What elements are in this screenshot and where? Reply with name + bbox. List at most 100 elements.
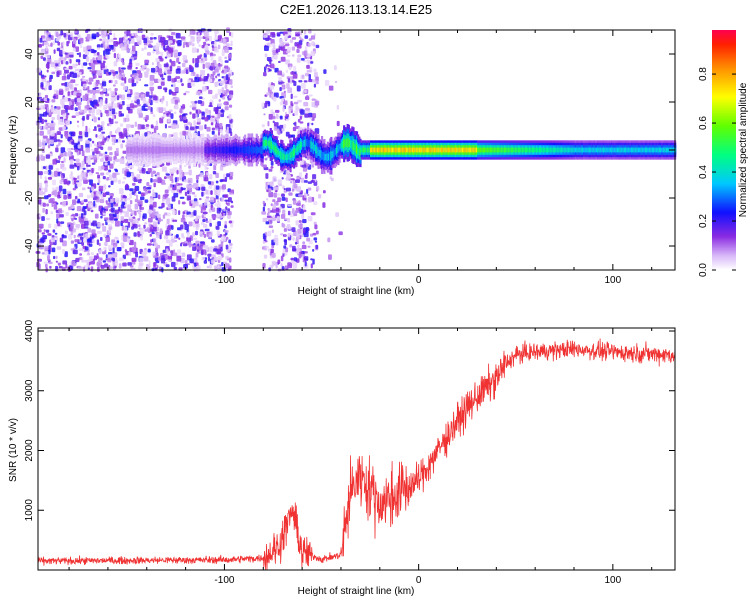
noise-cell — [208, 89, 213, 95]
noise-cell — [198, 36, 203, 39]
noise-cell — [104, 162, 108, 166]
noise-cell — [85, 147, 91, 153]
noise-cell — [57, 194, 61, 199]
noise-cell — [266, 30, 270, 34]
noise-cell — [50, 132, 55, 137]
noise-cell — [150, 224, 154, 227]
noise-cell — [202, 231, 205, 236]
noise-cell — [66, 147, 72, 151]
noise-cell — [184, 171, 189, 175]
noise-cell — [75, 257, 80, 263]
noise-cell — [160, 219, 164, 222]
noise-cell — [271, 252, 276, 258]
noise-cell — [165, 171, 168, 175]
noise-cell — [148, 43, 152, 47]
noise-cell — [205, 220, 209, 223]
noise-cell — [157, 194, 161, 200]
noise-cell — [137, 218, 141, 221]
noise-cell — [169, 66, 173, 72]
noise-cell — [127, 262, 132, 266]
noise-cell — [190, 80, 195, 83]
noise-cell — [158, 107, 164, 113]
noise-cell — [223, 208, 226, 212]
noise-cell — [53, 49, 56, 54]
noise-cell — [295, 220, 299, 226]
noise-cell — [151, 82, 155, 85]
noise-cell — [267, 121, 270, 127]
noise-cell — [58, 185, 63, 192]
noise-cell — [105, 56, 110, 59]
noise-cell — [55, 147, 59, 153]
noise-cell — [147, 190, 151, 194]
noise-cell — [193, 243, 196, 246]
noise-cell — [58, 49, 63, 56]
noise-cell — [41, 50, 46, 54]
noise-cell — [144, 222, 148, 225]
noise-cell — [188, 221, 193, 227]
noise-cell — [219, 122, 223, 129]
noise-cell — [261, 211, 267, 215]
noise-cell — [288, 192, 293, 196]
noise-cell — [217, 64, 223, 67]
noise-cell — [108, 71, 112, 75]
noise-cell — [159, 266, 162, 272]
noise-cell — [304, 46, 308, 52]
noise-cell — [153, 45, 158, 50]
noise-cell — [129, 103, 135, 109]
noise-cell — [188, 64, 192, 70]
noise-cell — [162, 95, 165, 101]
noise-cell — [96, 51, 100, 56]
noise-cell — [137, 201, 141, 204]
noise-cell — [138, 28, 142, 34]
noise-cell — [47, 194, 52, 197]
noise-cell — [272, 176, 277, 182]
noise-cell — [292, 126, 297, 132]
noise-cell — [85, 125, 88, 132]
noise-cell — [186, 211, 191, 215]
noise-cell — [288, 109, 292, 115]
noise-cell — [110, 180, 114, 185]
noise-cell — [131, 226, 134, 230]
noise-cell — [154, 125, 159, 131]
noise-cell — [176, 80, 182, 83]
noise-cell — [307, 42, 311, 47]
noise-cell — [295, 33, 300, 37]
noise-cell — [136, 199, 142, 202]
noise-cell — [171, 123, 177, 129]
noise-cell — [70, 104, 74, 111]
noise-cell — [78, 131, 83, 135]
noise-cell — [41, 87, 44, 90]
noise-cell — [146, 243, 152, 246]
noise-cell — [221, 50, 225, 57]
noise-cell — [212, 53, 216, 57]
noise-cell — [96, 32, 100, 38]
noise-cell — [130, 36, 134, 39]
noise-cell — [63, 194, 67, 200]
noise-cell — [144, 84, 149, 87]
noise-cell — [127, 237, 131, 243]
noise-cell — [83, 266, 86, 272]
noise-cell — [193, 201, 199, 207]
noise-cell — [284, 34, 289, 37]
noise-cell — [102, 212, 106, 216]
noise-cell — [112, 103, 118, 109]
noise-cell — [307, 187, 312, 191]
noise-cell — [131, 45, 136, 52]
noise-cell — [105, 93, 110, 97]
noise-cell — [293, 183, 298, 189]
noise-cell — [193, 257, 198, 264]
noise-cell — [165, 264, 170, 268]
noise-cell — [87, 227, 92, 233]
noise-cell — [43, 171, 49, 175]
noise-cell — [165, 197, 171, 204]
noise-cell — [97, 196, 100, 200]
noise-cell — [46, 69, 49, 73]
noise-cell — [102, 60, 106, 64]
noise-cell — [98, 242, 101, 247]
noise-cell — [144, 190, 148, 195]
noise-cell — [148, 260, 151, 266]
noise-cell — [93, 255, 98, 261]
noise-cell — [213, 38, 218, 41]
noise-cell — [314, 100, 320, 106]
noise-cell — [97, 60, 102, 64]
